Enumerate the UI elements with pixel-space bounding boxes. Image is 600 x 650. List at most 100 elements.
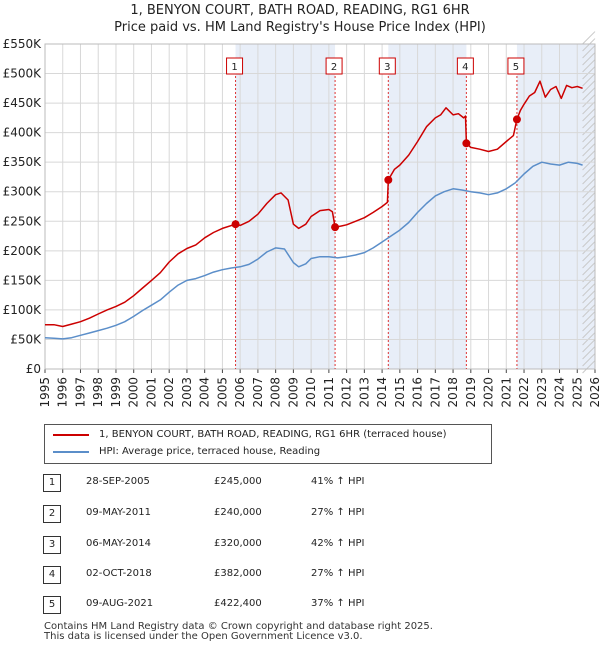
- y-tick-label: £50K: [10, 332, 42, 346]
- x-tick-label: 2019: [464, 377, 478, 408]
- transaction-hpi-change: 27% ↑ HPI: [311, 568, 365, 579]
- forecast-hatch: [582, 94, 596, 108]
- sale-point: [512, 115, 521, 124]
- transaction-price: £240,000: [214, 507, 262, 518]
- forecast-hatch: [582, 353, 596, 367]
- forecast-hatch: [582, 199, 596, 213]
- transaction-hpi-change: 37% ↑ HPI: [311, 598, 365, 609]
- legend-swatch-hpi: [53, 451, 89, 453]
- x-tick-label: 2006: [233, 377, 247, 408]
- forecast-hatch: [582, 276, 596, 290]
- forecast-hatch: [582, 339, 596, 353]
- forecast-hatch: [582, 346, 596, 360]
- forecast-hatch: [582, 297, 596, 311]
- sale-number-label: 3: [384, 62, 390, 73]
- y-tick-label: £100K: [3, 303, 43, 317]
- transaction-date: 02-OCT-2018: [86, 568, 152, 579]
- sale-number-box: [507, 57, 525, 75]
- x-tick-label: 1998: [91, 377, 105, 408]
- forecast-hatch: [582, 80, 596, 94]
- sale-number-label: 2: [331, 62, 337, 73]
- sale-number-box: [226, 57, 244, 75]
- x-tick-label: 2014: [375, 377, 389, 408]
- transaction-row: 1 28-SEP-2005 £245,000 41% ↑ HPI: [0, 472, 600, 494]
- forecast-hatch: [582, 325, 596, 339]
- chart-title: 1, BENYON COURT, BATH ROAD, READING, RG1…: [130, 3, 470, 18]
- x-tick-label: 2009: [286, 377, 300, 408]
- forecast-hatch: [582, 318, 596, 332]
- chart-subtitle: Price paid vs. HM Land Registry's House …: [114, 20, 486, 35]
- x-tick-label: 2002: [162, 377, 176, 408]
- transaction-number: 4: [43, 566, 61, 584]
- x-tick-label: 2025: [570, 377, 584, 408]
- plot-frame: [44, 43, 596, 370]
- x-tick-label: 1995: [38, 377, 52, 408]
- sale-point: [384, 175, 393, 184]
- x-tick-label: 2008: [269, 377, 283, 408]
- x-tick-label: 2024: [553, 377, 567, 408]
- x-tick-label: 2023: [535, 377, 549, 408]
- transaction-hpi-change: 41% ↑ HPI: [311, 476, 365, 487]
- transaction-date: 09-MAY-2011: [86, 507, 152, 518]
- price-chart: £0 £50K £100K £150K £200K £250K £300K £350K £400…: [3, 31, 600, 408]
- forecast-hatch: [582, 262, 596, 276]
- chart-legend: 1, BENYON COURT, BATH ROAD, READING, RG1…: [44, 424, 492, 464]
- forecast-hatch: [582, 283, 596, 297]
- x-tick-label: 2010: [304, 377, 318, 408]
- transaction-date: 28-SEP-2005: [86, 476, 150, 487]
- sale-point: [231, 220, 240, 229]
- sale-number-label: 4: [462, 62, 468, 73]
- forecast-hatch: [582, 304, 596, 318]
- forecast-hatch: [582, 360, 596, 374]
- transaction-number: 2: [43, 505, 61, 523]
- forecast-hatch: [582, 213, 596, 227]
- legend-label-price: 1, BENYON COURT, BATH ROAD, READING, RG1…: [99, 429, 447, 440]
- x-tick-label: 2003: [180, 377, 194, 408]
- x-tick-label: 2000: [127, 377, 141, 408]
- forecast-hatch: [582, 171, 596, 185]
- transaction-row: 5 09-AUG-2021 £422,400 37% ↑ HPI: [0, 594, 600, 616]
- x-tick-label: 2001: [144, 377, 158, 408]
- sale-number-box: [325, 57, 343, 75]
- x-tick-label: 2016: [411, 377, 425, 408]
- forecast-hatch: [582, 178, 596, 192]
- x-tick-label: 2011: [322, 377, 336, 408]
- forecast-hatch: [582, 164, 596, 178]
- y-tick-label: £150K: [3, 273, 43, 287]
- sale-number-label: 1: [231, 62, 237, 73]
- x-tick-label: 2018: [446, 377, 460, 408]
- forecast-hatch: [582, 311, 596, 325]
- transaction-price: £320,000: [214, 538, 262, 549]
- transaction-price: £245,000: [214, 476, 262, 487]
- y-tick-label: £550K: [3, 37, 43, 51]
- ownership-shade: [516, 44, 595, 369]
- x-tick-label: 2020: [482, 377, 496, 408]
- x-tick-label: 2013: [357, 377, 371, 408]
- legend-swatch-price: [53, 434, 89, 436]
- transaction-hpi-change: 27% ↑ HPI: [311, 507, 365, 518]
- sale-number-box: [456, 57, 474, 75]
- transaction-price: £422,400: [214, 598, 262, 609]
- x-tick-label: 2015: [393, 377, 407, 408]
- x-tick-label: 1997: [73, 377, 87, 408]
- x-tick-label: 2007: [251, 377, 265, 408]
- transaction-row: 3 06-MAY-2014 £320,000 42% ↑ HPI: [0, 534, 600, 556]
- transaction-number: 3: [43, 536, 61, 554]
- y-tick-label: £250K: [3, 214, 43, 228]
- forecast-hatch: [582, 129, 596, 143]
- transaction-hpi-change: 42% ↑ HPI: [311, 538, 365, 549]
- x-tick-label: 2021: [499, 377, 513, 408]
- legend-item-price: 1, BENYON COURT, BATH ROAD, READING, RG1…: [53, 427, 447, 443]
- forecast-hatch: [582, 290, 596, 304]
- hpi-line: [44, 161, 583, 340]
- transaction-date: 06-MAY-2014: [86, 538, 152, 549]
- y-tick-label: £450K: [3, 96, 43, 110]
- forecast-hatch: [582, 241, 596, 255]
- forecast-hatch: [582, 150, 596, 164]
- y-tick-label: £300K: [3, 185, 43, 199]
- transaction-row: 4 02-OCT-2018 £382,000 27% ↑ HPI: [0, 564, 600, 586]
- forecast-hatch: [582, 31, 596, 45]
- footer-copyright: Contains HM Land Registry data © Crown c…: [44, 621, 433, 632]
- forecast-hatch: [582, 108, 596, 122]
- transaction-price: £382,000: [214, 568, 262, 579]
